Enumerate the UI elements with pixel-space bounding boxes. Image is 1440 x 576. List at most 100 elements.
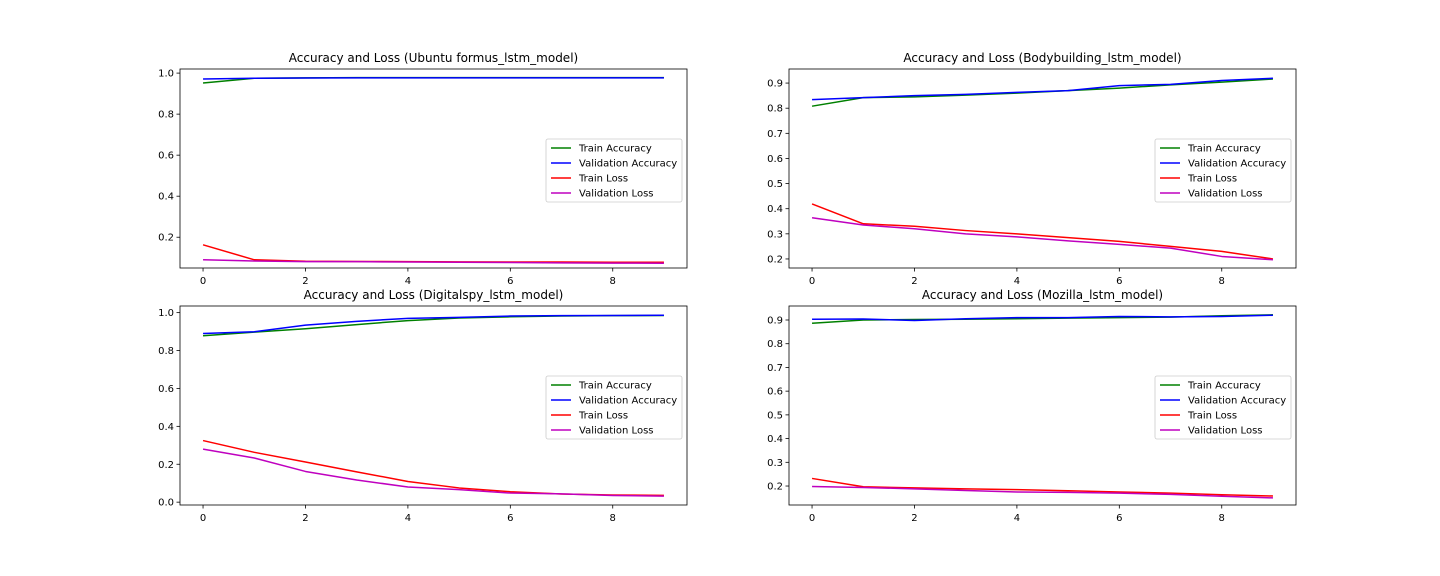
y-tick-label: 0.4 [158,192,174,203]
legend-label: Validation Accuracy [579,159,677,170]
chart-title: Accuracy and Loss (Bodybuilding_lstm_mod… [903,51,1181,65]
y-tick-label: 0.6 [767,387,783,398]
y-tick-label: 0.4 [767,434,783,445]
chart-panel-2: Accuracy and Loss (Bodybuilding_lstm_mod… [767,51,1297,287]
legend-label: Validation Accuracy [1188,159,1286,170]
chart-title: Accuracy and Loss (Ubuntu formus_lstm_mo… [289,51,578,65]
legend-label: Train Accuracy [578,144,652,155]
legend-label: Validation Accuracy [579,396,677,407]
legend-box [545,138,683,203]
y-tick-label: 0.6 [158,151,174,162]
x-tick-label: 0 [200,276,206,287]
y-tick-label: 1.0 [158,308,174,319]
x-tick-label: 2 [302,276,308,287]
series-line-validation-loss [202,448,664,497]
legend-label: Train Accuracy [578,381,652,392]
legend-label: Train Accuracy [1187,144,1261,155]
x-tick-label: 4 [405,276,411,287]
series-line-train-loss [811,203,1274,260]
legend: Train Accuracy Validation Accuracy Train L… [1154,138,1292,203]
y-tick-label: 0.3 [767,229,783,240]
legend: Train Accuracy Validation Accuracy Train L… [545,375,683,440]
x-tick-label: 0 [809,513,815,524]
series-line-train-loss [202,244,664,264]
y-tick-label: 0.4 [158,422,174,433]
y-tick-label: 0.9 [767,315,783,326]
series-line-validation-accuracy [203,77,664,80]
x-tick-label: 6 [507,276,513,287]
legend: Train Accuracy Validation Accuracy Train L… [1154,375,1292,440]
series-line-train-loss [811,477,1273,497]
series-line-train-loss [202,439,664,497]
x-tick-label: 8 [610,513,616,524]
y-tick-label: 0.3 [767,458,783,469]
legend-label: Train Loss [1187,174,1237,185]
axes-frame [788,68,1297,269]
series-line-validation-loss [203,259,664,265]
x-tick-label: 2 [911,276,917,287]
y-tick-label: 0.8 [767,104,783,115]
chart-title: Accuracy and Loss (Digitalspy_lstm_model… [304,288,564,302]
legend-label: Validation Accuracy [1188,396,1286,407]
series-line-train-accuracy [811,78,1273,107]
series-line-validation-accuracy [812,77,1273,101]
legend-box [1154,375,1292,440]
legend-label: Validation Loss [1188,426,1263,437]
series-group [811,314,1273,499]
series-group [811,77,1274,261]
y-tick-label: 0.5 [767,410,783,421]
y-tick-label: 0.7 [767,129,783,140]
series-line-validation-accuracy [812,314,1273,322]
x-tick-label: 4 [1014,513,1020,524]
legend-label: Train Accuracy [1187,381,1261,392]
y-tick-label: 0.6 [158,384,174,395]
legend-label: Train Loss [578,411,628,422]
x-tick-label: 6 [507,513,513,524]
legend-label: Validation Loss [1188,189,1263,200]
chart-title: Accuracy and Loss (Mozilla_lstm_model) [922,288,1163,302]
y-tick-label: 0.5 [767,179,783,190]
y-tick-label: 0.8 [158,110,174,121]
y-tick-label: 0.8 [158,346,174,357]
legend-box [545,375,683,440]
y-tick-label: 0.2 [767,254,783,265]
y-tick-label: 0.2 [158,460,174,471]
axes-frame [179,68,688,269]
legend-label: Train Loss [578,174,628,185]
legend-label: Train Loss [1187,411,1237,422]
chart-panel-3: Accuracy and Loss (Digitalspy_lstm_model… [158,288,688,524]
y-tick-label: 0.8 [767,339,783,350]
axes-frame [179,305,688,506]
x-tick-label: 8 [1219,513,1225,524]
y-tick-label: 1.0 [158,69,174,80]
y-tick-label: 0.6 [767,154,783,165]
x-tick-label: 8 [1219,276,1225,287]
y-tick-label: 0.2 [158,233,174,244]
y-tick-label: 0.2 [767,482,783,493]
x-tick-label: 6 [1116,513,1122,524]
series-group [202,76,664,265]
series-group [202,314,664,497]
x-tick-label: 8 [610,276,616,287]
x-tick-label: 6 [1116,276,1122,287]
x-tick-label: 2 [911,513,917,524]
axes-frame [788,305,1297,506]
y-tick-label: 0.7 [767,363,783,374]
legend-label: Validation Loss [579,189,654,200]
legend-box [1154,138,1292,203]
y-tick-label: 0.9 [767,79,783,90]
series-line-validation-loss [811,217,1273,261]
x-tick-label: 0 [200,513,206,524]
x-tick-label: 4 [1014,276,1020,287]
chart-panel-4: Accuracy and Loss (Mozilla_lstm_model) 0 2… [767,288,1297,524]
series-line-validation-accuracy [203,314,664,335]
legend-label: Validation Loss [579,426,654,437]
x-tick-label: 4 [405,513,411,524]
legend: Train Accuracy Validation Accuracy Train L… [545,138,683,203]
chart-panel-1: Accuracy and Loss (Ubuntu formus_lstm_mo… [158,51,688,287]
y-tick-label: 0.4 [767,204,783,215]
x-tick-label: 0 [809,276,815,287]
y-tick-label: 0.0 [158,498,174,509]
x-tick-label: 2 [302,513,308,524]
